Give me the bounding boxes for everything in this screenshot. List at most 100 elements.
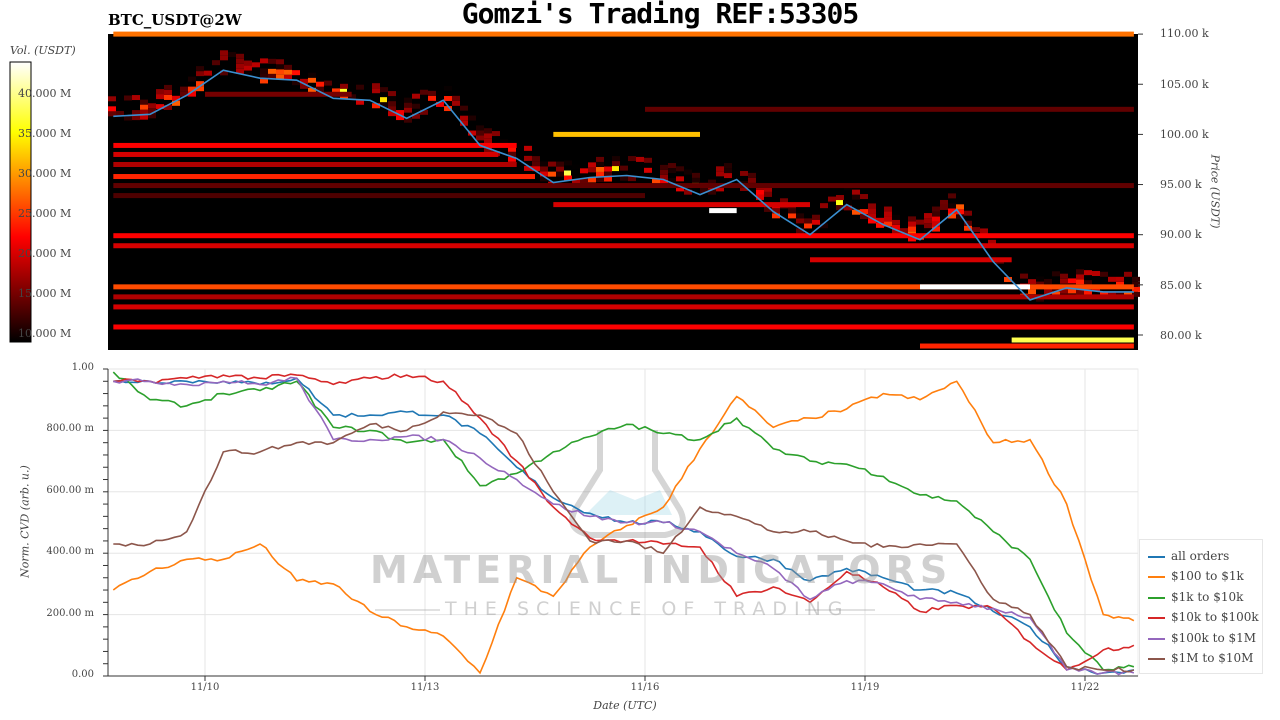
heat-cell [444, 96, 452, 102]
heat-cell [292, 70, 300, 76]
heat-cell [108, 111, 116, 117]
heat-cell [1028, 279, 1036, 285]
heat-cell [948, 213, 956, 219]
heat-cell [164, 94, 172, 100]
heat-cell [668, 163, 676, 169]
heat-cell [476, 130, 484, 136]
liquidity-band [809, 257, 1012, 263]
liquidity-band [919, 284, 1030, 290]
heat-cell [908, 236, 916, 242]
heat-cell [420, 109, 428, 115]
heat-cell [604, 166, 612, 172]
heat-cell [964, 220, 972, 226]
heat-cell [756, 194, 764, 200]
heat-cell [892, 214, 900, 220]
colorbar-tick: 40.000 M [18, 87, 72, 100]
heat-cell [148, 113, 156, 119]
heat-cell [444, 85, 452, 91]
heat-cell [212, 60, 220, 66]
date-axis-label: Date (UTC) [593, 699, 657, 712]
heat-cell [1036, 281, 1044, 287]
heat-cell [444, 106, 452, 112]
legend-swatch [1148, 616, 1165, 619]
heat-cell [468, 115, 476, 121]
heat-cell [660, 179, 668, 185]
heat-cell [868, 208, 876, 214]
heat-cell [1060, 278, 1068, 284]
heat-cell [900, 228, 908, 234]
heat-cell [852, 209, 860, 215]
heat-cell [220, 50, 228, 56]
heat-cell [812, 214, 820, 220]
liquidity-band [113, 324, 1134, 330]
heat-cell [1124, 271, 1132, 277]
heat-cell [1060, 273, 1068, 279]
heat-cell [1108, 276, 1116, 282]
heat-cell [596, 171, 604, 177]
heat-cell [660, 169, 668, 175]
heat-cell [268, 68, 276, 74]
heat-cell [844, 205, 852, 211]
heat-cell [316, 86, 324, 92]
heat-cell [284, 74, 292, 80]
heat-cell [556, 171, 564, 177]
heat-cell [252, 62, 260, 68]
price-line [113, 69, 1134, 301]
heat-cell [140, 114, 148, 120]
heat-cell [244, 70, 252, 76]
legend-swatch [1148, 596, 1165, 599]
heat-cell [660, 164, 668, 170]
legend-item-all-orders: all orders [1148, 547, 1229, 565]
colorbar-tick: 20.000 M [18, 247, 72, 260]
heat-cell [948, 208, 956, 214]
heat-cell [1116, 291, 1124, 297]
heat-cell [764, 191, 772, 197]
heat-cell [276, 69, 284, 75]
heat-cell [724, 173, 732, 179]
heat-cell [1068, 278, 1076, 284]
heat-cell [484, 128, 492, 134]
heat-cell [924, 213, 932, 219]
heat-cell [1052, 271, 1060, 277]
heat-cell [308, 77, 316, 83]
heat-cell [1084, 280, 1092, 286]
heat-cell [548, 171, 556, 177]
heat-cell [276, 59, 284, 65]
heat-cell [620, 175, 628, 181]
liquidity-band [113, 233, 1134, 239]
heat-cell [268, 73, 276, 79]
heat-cell [740, 185, 748, 191]
heat-cell [796, 218, 804, 224]
heat-cell [1116, 281, 1124, 287]
liquidity-band [553, 202, 810, 208]
heat-cell [596, 176, 604, 182]
heat-cell [644, 167, 652, 173]
heat-cell [924, 228, 932, 234]
heat-cell [588, 162, 596, 168]
heat-cell [164, 84, 172, 90]
heat-cell [836, 195, 844, 201]
heat-cell [956, 209, 964, 215]
heat-cell [412, 93, 420, 99]
heat-cell [716, 186, 724, 192]
heat-cell [764, 206, 772, 212]
liquidity-band [113, 304, 1134, 310]
heat-cell [660, 174, 668, 180]
heat-cell [452, 100, 460, 106]
heat-cell [828, 196, 836, 202]
heat-cell [908, 221, 916, 227]
colorbar-tick: 10.000 M [18, 327, 72, 340]
heat-cell [596, 161, 604, 167]
heat-cell [532, 166, 540, 172]
heat-cell [1084, 270, 1092, 276]
heat-cell [1068, 288, 1076, 294]
cvd-axis-label: Norm. CVD (arb. u.) [18, 465, 32, 578]
heat-cell [612, 156, 620, 162]
heat-cell [188, 76, 196, 82]
liquidity-band [113, 161, 517, 167]
heat-cell [596, 166, 604, 172]
heat-cell [660, 159, 668, 165]
heat-cell [540, 176, 548, 182]
heat-cell [852, 189, 860, 195]
heat-cell [764, 186, 772, 192]
